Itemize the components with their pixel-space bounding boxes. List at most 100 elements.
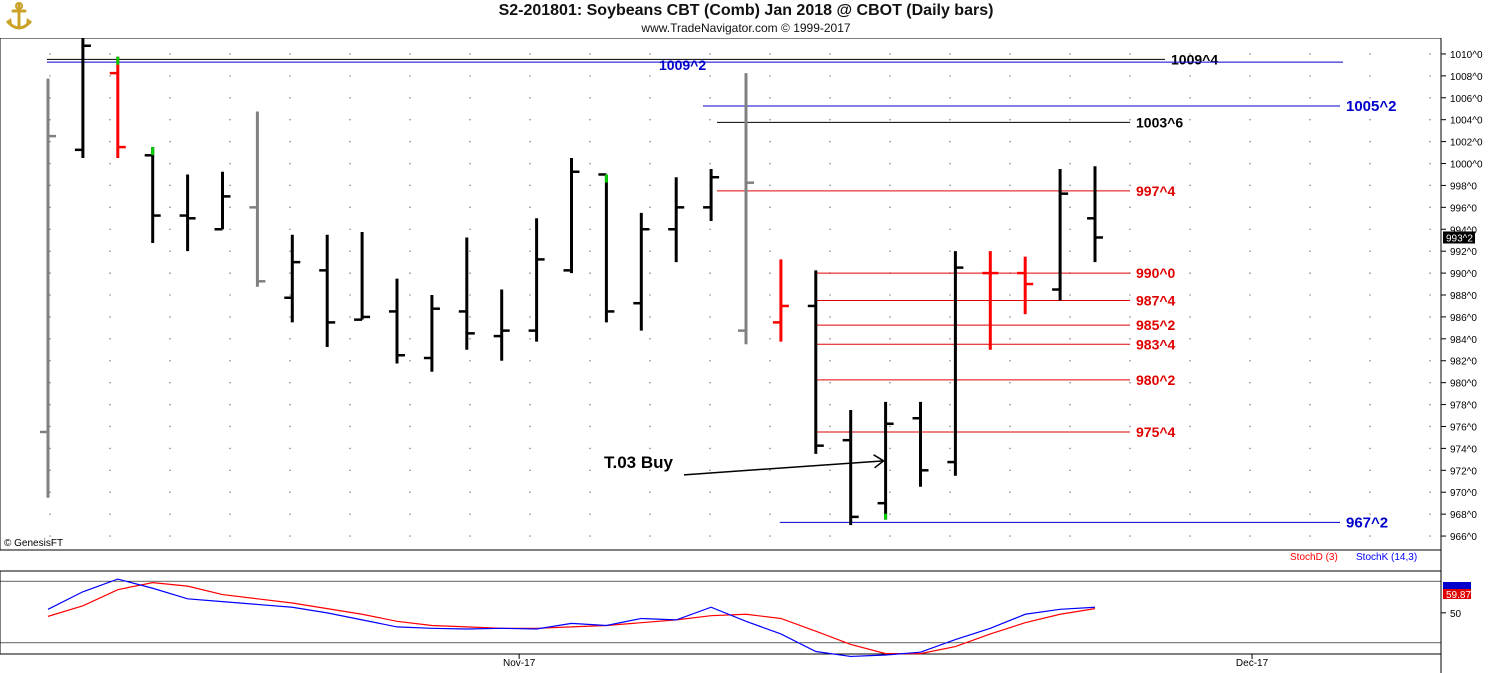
grid-dot xyxy=(1009,184,1011,187)
grid-dot xyxy=(1069,513,1071,515)
grid-dot xyxy=(109,162,111,165)
grid-dot xyxy=(49,96,51,99)
grid-dot xyxy=(1189,425,1191,428)
grid-dot xyxy=(1069,53,1071,55)
grid-dot xyxy=(109,75,111,77)
grid-dot xyxy=(649,53,651,55)
axis-tick-label: 984^0 xyxy=(1450,335,1477,346)
grid-dot xyxy=(229,469,231,472)
grid-dot xyxy=(1309,425,1311,428)
stochastic-axis-label: 50 xyxy=(1450,609,1462,620)
level-label: 980^2 xyxy=(1136,372,1176,388)
grid-dot xyxy=(769,381,771,384)
stochastic-last-label: 59.87 xyxy=(1446,590,1471,601)
grid-dot xyxy=(769,272,771,274)
grid-dot xyxy=(349,425,351,428)
grid-dot xyxy=(1189,250,1191,252)
grid-dot xyxy=(829,206,831,209)
grid-dot xyxy=(469,316,471,318)
grid-dot xyxy=(1249,447,1251,450)
grid-dot xyxy=(49,294,51,296)
grid-dot xyxy=(109,206,111,209)
grid-dot xyxy=(49,338,51,340)
grid-dot xyxy=(109,491,111,494)
grid-dot xyxy=(709,447,711,450)
grid-dot xyxy=(1129,359,1131,362)
grid-dot xyxy=(1069,294,1071,296)
grid-dot xyxy=(769,535,771,537)
grid-dot xyxy=(1369,513,1371,515)
grid-dot xyxy=(169,425,171,428)
grid-dot xyxy=(1129,140,1131,143)
grid-dot xyxy=(289,184,291,187)
grid-dot xyxy=(409,272,411,274)
grid-dot xyxy=(1249,425,1251,428)
grid-dot xyxy=(1369,491,1371,494)
grid-dot xyxy=(289,228,291,231)
grid-dot xyxy=(1009,250,1011,252)
grid-dot xyxy=(109,294,111,296)
grid-dot xyxy=(829,381,831,384)
grid-dot xyxy=(1429,316,1431,318)
buy-signal-arrow xyxy=(683,460,884,476)
grid-dot xyxy=(589,206,591,209)
grid-dot xyxy=(109,272,111,274)
grid-dot xyxy=(1429,118,1431,121)
grid-dot xyxy=(169,316,171,318)
grid-dot xyxy=(589,250,591,252)
grid-dot xyxy=(1369,381,1371,384)
grid-dot xyxy=(1009,96,1011,99)
grid-dot xyxy=(889,338,891,340)
level-label: 1005^2 xyxy=(1346,98,1396,115)
grid-dot xyxy=(1069,250,1071,252)
grid-dot xyxy=(649,272,651,274)
grid-dot xyxy=(1249,184,1251,187)
grid-dot xyxy=(289,359,291,362)
grid-dot xyxy=(169,338,171,340)
chart-header: S2-201801: Soybeans CBT (Comb) Jan 2018 … xyxy=(0,0,1492,38)
grid-dot xyxy=(289,206,291,209)
grid-dot xyxy=(229,184,231,187)
axis-tick-label: 968^0 xyxy=(1450,510,1477,521)
grid-dot xyxy=(409,359,411,362)
grid-dot xyxy=(1069,96,1071,99)
grid-dot xyxy=(829,96,831,99)
grid-dot xyxy=(949,96,951,99)
grid-dot xyxy=(169,118,171,121)
grid-dot xyxy=(349,184,351,187)
grid-dot xyxy=(1249,75,1251,77)
grid-dot xyxy=(949,359,951,362)
grid-dot xyxy=(289,447,291,450)
grid-dot xyxy=(709,425,711,428)
grid-dot xyxy=(949,469,951,472)
grid-dot xyxy=(409,294,411,296)
grid-dot xyxy=(769,513,771,515)
grid-dot xyxy=(949,316,951,318)
grid-dot xyxy=(709,316,711,318)
grid-dot xyxy=(1189,294,1191,296)
grid-dot xyxy=(409,469,411,472)
axis-tick-label: 966^0 xyxy=(1450,532,1477,543)
grid-dot xyxy=(1189,403,1191,406)
grid-dot xyxy=(169,162,171,165)
grid-dot xyxy=(1369,272,1371,274)
grid-dot xyxy=(1309,140,1311,143)
grid-dot xyxy=(409,381,411,384)
grid-dot xyxy=(469,75,471,77)
grid-dot xyxy=(1129,162,1131,165)
grid-dot xyxy=(1309,338,1311,340)
level-label: 990^0 xyxy=(1136,265,1176,281)
grid-dot xyxy=(229,316,231,318)
grid-dot xyxy=(949,403,951,406)
grid-dot xyxy=(229,140,231,143)
level-label: 985^2 xyxy=(1136,317,1176,333)
grid-dot xyxy=(169,469,171,472)
grid-dot xyxy=(1069,425,1071,428)
grid-dot xyxy=(829,294,831,296)
grid-dot xyxy=(1429,53,1431,55)
grid-dot xyxy=(109,359,111,362)
grid-dot xyxy=(529,294,531,296)
grid-dot xyxy=(709,118,711,121)
grid-dot xyxy=(1369,118,1371,121)
